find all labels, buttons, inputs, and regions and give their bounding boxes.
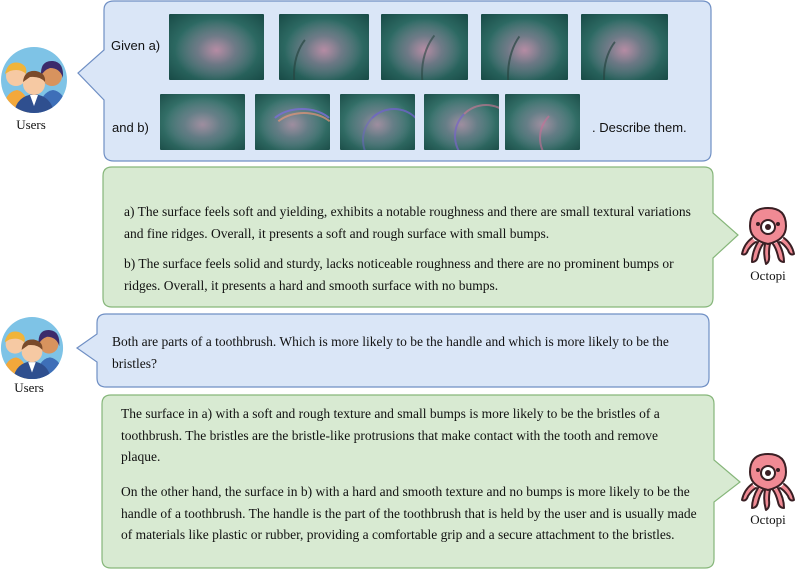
describe-label: . Describe them. <box>592 120 687 135</box>
users-label-1: Users <box>16 117 46 132</box>
tactile-a-frame-2 <box>279 14 369 80</box>
tactile-b-frame-1 <box>160 94 245 150</box>
answer2-paragraph-2: On the other hand, the surface in b) wit… <box>121 484 697 542</box>
users-avatar-icon <box>0 46 68 114</box>
octopi-label-1: Octopi <box>750 268 786 283</box>
tactile-b-frame-2 <box>255 94 330 150</box>
model-bubble-1 <box>102 166 739 308</box>
tactile-a-frame-5 <box>581 14 668 80</box>
given-a-label: Given a) <box>111 38 161 53</box>
question2-text: Both are parts of a toothbrush. Which is… <box>112 334 669 371</box>
tactile-a-frame-3 <box>381 14 468 80</box>
answer1-paragraph-a: a) The surface feels soft and yielding, … <box>124 204 691 241</box>
answer2-paragraph-1: The surface in a) with a soft and rough … <box>121 406 660 464</box>
users-label-2: Users <box>14 380 44 395</box>
tactile-b-frame-5 <box>505 94 580 150</box>
tactile-b-frame-3 <box>340 94 415 150</box>
and-b-label: and b) <box>112 120 149 135</box>
users-avatar-icon <box>0 316 64 380</box>
tactile-a-frame-1 <box>169 14 264 80</box>
answer1-paragraph-b: b) The surface feels solid and sturdy, l… <box>124 256 674 293</box>
tactile-a-frame-4 <box>481 14 568 80</box>
user-bubble-2 <box>75 313 710 388</box>
tactile-b-frame-4 <box>424 94 499 150</box>
octopus-icon <box>738 450 798 512</box>
octopus-icon <box>738 204 798 266</box>
octopi-label-2: Octopi <box>750 512 786 527</box>
